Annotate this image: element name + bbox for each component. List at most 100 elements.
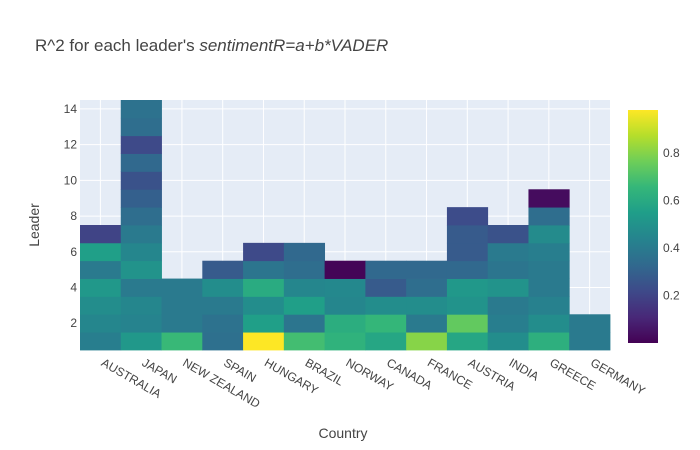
heatmap-cell [283,332,326,351]
heatmap-cell [446,314,489,333]
heatmap-cell [120,314,162,333]
heatmap-cell [365,296,407,315]
heatmap-cell [365,278,407,297]
heatmap-cell [243,278,285,297]
y-tick-label: 14 [64,102,78,116]
heatmap-cell [487,314,529,333]
heatmap-cell [243,242,285,262]
heatmap-cell [202,296,244,315]
heatmap-cell [80,296,122,315]
heatmap-cell [120,242,162,262]
heatmap-cell [202,314,244,333]
heatmap-cell [324,314,366,333]
heatmap-cell [120,225,162,244]
x-axis-label: Country [318,425,367,441]
heatmap-cell [202,260,244,279]
x-tick-label: GREECE [547,355,598,392]
y-tick-label: 12 [64,138,78,152]
heatmap-cell [365,260,407,279]
heatmap-cell [324,260,366,279]
colorbar-tick-label: 0.6 [663,193,680,207]
heatmap-cell [120,189,162,208]
heatmap-cell [487,296,529,315]
heatmap-cell [487,225,529,244]
x-tick-label: GERMANY [588,355,648,397]
heatmap-cell [120,207,162,226]
heatmap-cell [161,296,203,315]
heatmap-cell [446,242,489,262]
heatmap-cell [120,153,162,172]
heatmap-cell [406,260,448,279]
heatmap-cell [528,189,570,208]
heatmap-cell [243,314,285,333]
heatmap-cell [120,135,162,154]
heatmap-cell [243,332,285,351]
heatmap-cell [80,242,122,262]
heatmap-cell [528,207,570,226]
y-tick-label: 4 [70,281,77,295]
colorbar-ticks: 0.2 0.4 0.6 0.8 [663,146,680,303]
heatmap-cell [487,332,529,351]
colorbar-tick-label: 0.8 [663,146,680,160]
heatmap-cell [80,332,122,351]
heatmap-cell [120,260,162,279]
heatmap-cell [283,242,326,262]
heatmap-cell [487,260,529,279]
colorbar [628,110,658,343]
heatmap-cell [120,117,162,137]
heatmap-cell [446,278,489,297]
heatmap-cell [528,278,570,297]
heatmap-cell [283,278,326,297]
heatmap-cell [120,278,162,297]
chart-title: R^2 for each leader's sentimentR=a+b*VAD… [35,36,388,55]
heatmap-cell [528,225,570,244]
heatmap-cell [120,296,162,315]
y-tick-label: 6 [70,245,77,259]
heatmap-cell [528,260,570,279]
heatmap-cell [528,242,570,262]
heatmap-cell [406,332,448,351]
heatmap-cell [283,260,326,279]
x-tick-label: FRANCE [425,355,475,392]
heatmap-cell [202,332,244,351]
y-tick-label: 8 [70,209,77,223]
heatmap-cell [80,225,122,244]
heatmap-cell [446,296,489,315]
heatmap-cell [243,296,285,315]
heatmap-cell [80,314,122,333]
heatmap-cells [80,100,611,351]
heatmap-cell [161,278,203,297]
colorbar-tick-label: 0.4 [663,241,680,255]
y-tick-label: 2 [70,316,77,330]
heatmap-cell [406,296,448,315]
heatmap-cell [528,332,570,351]
heatmap-cell [406,314,448,333]
heatmap-cell [120,171,162,190]
heatmap-cell [80,260,122,279]
heatmap-cell [283,296,326,315]
heatmap-cell [569,332,611,351]
heatmap-cell [406,278,448,297]
y-axis-label: Leader [26,203,42,247]
heatmap-cell [487,278,529,297]
heatmap-cell [569,314,611,333]
chart-title-italic: sentimentR=a+b*VADER [199,36,388,55]
heatmap-cell [161,314,203,333]
heatmap-cell [80,278,122,297]
heatmap-cell [365,314,407,333]
heatmap-cell [446,225,489,244]
heatmap-cell [120,100,162,119]
heatmap-cell [528,296,570,315]
heatmap-cell [243,260,285,279]
heatmap-cell [324,296,366,315]
heatmap-cell [202,278,244,297]
heatmap-cell [365,332,407,351]
heatmap-cell [324,278,366,297]
heatmap-cell [283,314,326,333]
chart-title-plain: R^2 for each leader's [35,36,199,55]
heatmap-cell [446,207,489,226]
y-axis-ticks: 2 4 6 8 10 12 14 [64,102,78,330]
heatmap-cell [446,332,489,351]
